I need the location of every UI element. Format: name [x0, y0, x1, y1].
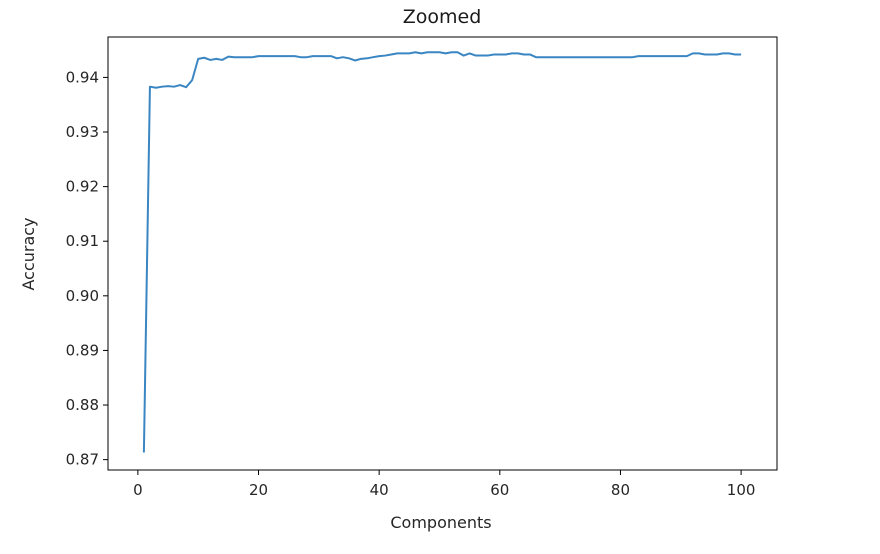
y-tick-label: 0.94	[66, 68, 99, 86]
y-tick-label: 0.89	[66, 341, 99, 359]
y-tick-label: 0.91	[66, 232, 99, 250]
x-tick-label: 100	[727, 481, 756, 499]
y-tick-label: 0.92	[66, 178, 99, 196]
accuracy-series-line	[142, 51, 742, 453]
y-axis-ticks: 0.87 0.88 0.89 0.90 0.91 0.92 0.93 0.94	[66, 68, 108, 469]
chart-title: Zoomed	[403, 6, 482, 28]
y-axis-label: Accuracy	[19, 217, 38, 290]
series-layer	[142, 51, 742, 453]
x-tick-label: 60	[490, 481, 509, 499]
y-tick-label: 0.87	[66, 451, 99, 469]
axes-frame	[107, 36, 778, 471]
y-tick-label: 0.90	[66, 287, 99, 305]
x-tick-label: 0	[133, 481, 143, 499]
y-tick-label: 0.88	[66, 396, 99, 414]
y-tick-label: 0.93	[66, 123, 99, 141]
x-tick-label: 80	[611, 481, 630, 499]
x-tick-label: 40	[370, 481, 389, 499]
x-axis-label: Components	[390, 513, 491, 532]
x-tick-label: 20	[249, 481, 268, 499]
x-axis-ticks: 0 20 40 60 80 100	[133, 470, 755, 499]
